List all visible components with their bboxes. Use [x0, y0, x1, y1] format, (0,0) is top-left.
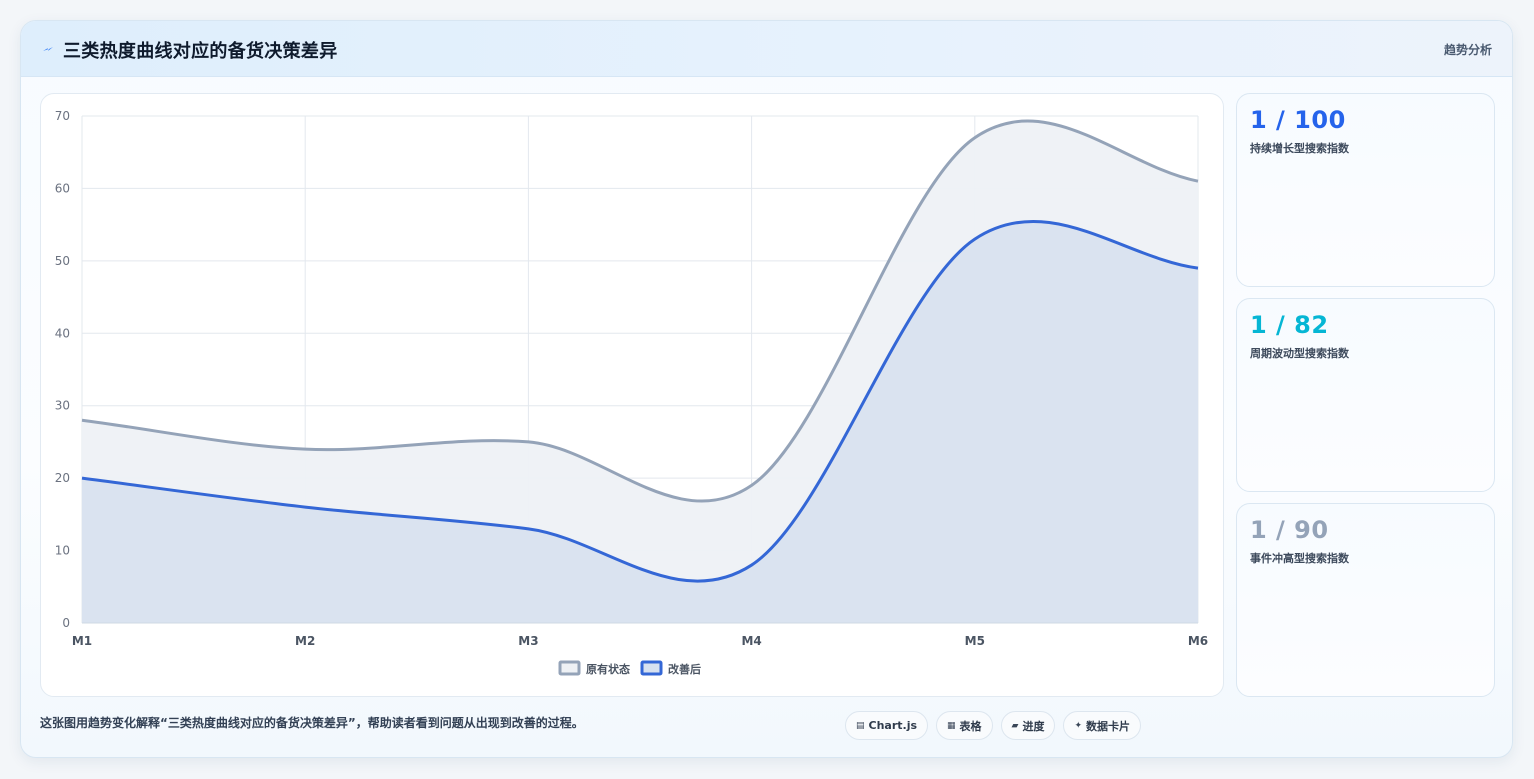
chart-card: 三类热度曲线对应的备货决策差异 趋势分析 0 10 20 30 40 50 60 70 M1 M2… — [20, 20, 1513, 758]
chip-table[interactable]: ▦ 表格 — [936, 711, 993, 740]
lightning-icon — [43, 47, 53, 51]
legend-swatch — [640, 660, 663, 676]
tag-chips: ▤ Chart.js ▦ 表格 ▰ 进度 ✦ 数据卡片 — [845, 711, 1142, 741]
card-header: 三类热度曲线对应的备货决策差异 趋势分析 — [21, 21, 1512, 77]
stat-card-event: 1 / 90 事件冲高型搜索指数 — [1236, 503, 1495, 697]
table-icon: ▦ — [947, 720, 956, 731]
y-tick-label: 60 — [55, 181, 70, 195]
card-icon: ✦ — [1074, 720, 1083, 731]
y-tick-label: 40 — [55, 326, 70, 340]
legend-label: 改善后 — [668, 662, 701, 676]
chip-progress[interactable]: ▰ 进度 — [1000, 711, 1056, 740]
chart-panel: 0 10 20 30 40 50 60 70 M1 M2 M3 M4 M5 M6 原有状态 改善后 — [40, 93, 1224, 697]
chip-chartjs[interactable]: ▤ Chart.js — [845, 711, 929, 740]
series-area-2 — [82, 221, 1198, 623]
x-tick-label: M2 — [295, 634, 315, 648]
stat-label: 周期波动型搜索指数 — [1250, 347, 1349, 360]
stat-label: 持续增长型搜索指数 — [1250, 142, 1349, 155]
y-tick-label: 10 — [55, 544, 70, 558]
chip-data-card[interactable]: ✦ 数据卡片 — [1063, 711, 1142, 740]
trend-analysis-tag: 趋势分析 — [1443, 43, 1492, 57]
chip-label: 进度 — [1022, 719, 1045, 733]
chart-description: 这张图用趋势变化解释“三类热度曲线对应的备货决策差异”，帮助读者看到问题从出现到… — [40, 716, 584, 730]
x-tick-label: M3 — [518, 634, 538, 648]
x-tick-label: M6 — [1188, 634, 1208, 648]
legend-label: 原有状态 — [586, 662, 630, 676]
legend-swatch — [558, 660, 581, 676]
series-line-2 — [81, 220, 1199, 583]
stat-value: 1 / 90 — [1250, 516, 1329, 544]
y-tick-label: 30 — [55, 399, 70, 413]
chart-icon: ▤ — [856, 720, 865, 731]
y-tick-label: 70 — [55, 109, 70, 123]
stat-card-growth: 1 / 100 持续增长型搜索指数 — [1236, 93, 1495, 287]
chip-label: 数据卡片 — [1086, 719, 1131, 733]
chip-label: 表格 — [959, 719, 982, 733]
stat-label: 事件冲高型搜索指数 — [1250, 552, 1349, 565]
progress-icon: ▰ — [1011, 720, 1019, 731]
page-title: 三类热度曲线对应的备货决策差异 — [63, 41, 338, 62]
area-chart: 0 10 20 30 40 50 60 70 M1 M2 M3 M4 M5 M6 原有状态 改善后 — [55, 109, 1208, 676]
x-tick-label: M4 — [741, 634, 761, 648]
y-tick-label: 0 — [62, 616, 70, 630]
chip-label: Chart.js — [868, 719, 918, 732]
stat-value: 1 / 100 — [1250, 106, 1346, 134]
x-tick-label: M1 — [72, 634, 92, 648]
series-line-1 — [81, 119, 1199, 503]
stat-value: 1 / 82 — [1250, 311, 1329, 339]
y-tick-label: 20 — [55, 471, 70, 485]
y-tick-label: 50 — [55, 254, 70, 268]
stat-card-cyclic: 1 / 82 周期波动型搜索指数 — [1236, 298, 1495, 492]
x-tick-label: M5 — [965, 634, 985, 648]
